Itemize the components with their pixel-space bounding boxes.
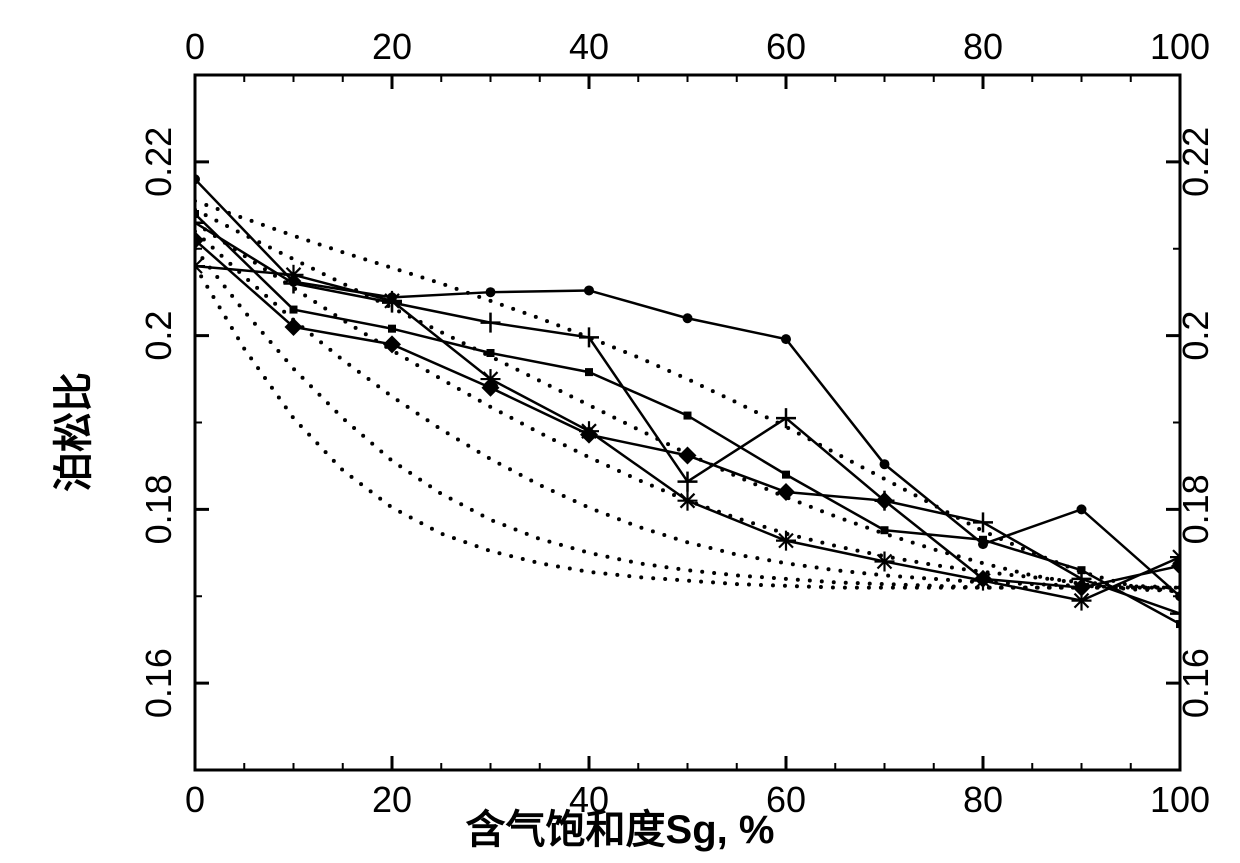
svg-text:60: 60 bbox=[766, 26, 806, 67]
svg-text:0.18: 0.18 bbox=[138, 474, 179, 544]
y-axis-label: 泊松比 bbox=[41, 372, 99, 492]
svg-text:20: 20 bbox=[372, 779, 412, 820]
svg-text:0.22: 0.22 bbox=[138, 127, 179, 197]
svg-text:80: 80 bbox=[963, 26, 1003, 67]
svg-text:0.2: 0.2 bbox=[1175, 311, 1216, 361]
x-axis-label: 含气饱和度Sg, % bbox=[466, 797, 775, 855]
svg-text:0.16: 0.16 bbox=[1175, 648, 1216, 718]
svg-text:40: 40 bbox=[569, 26, 609, 67]
chart-svg: 0020204040606080801001000.160.160.180.18… bbox=[0, 0, 1240, 863]
chart-container: 0020204040606080801001000.160.160.180.18… bbox=[0, 0, 1240, 863]
svg-text:80: 80 bbox=[963, 779, 1003, 820]
svg-text:100: 100 bbox=[1150, 26, 1210, 67]
svg-text:0: 0 bbox=[185, 26, 205, 67]
svg-text:100: 100 bbox=[1150, 779, 1210, 820]
svg-text:0.18: 0.18 bbox=[1175, 474, 1216, 544]
svg-text:0.16: 0.16 bbox=[138, 648, 179, 718]
svg-text:0: 0 bbox=[185, 779, 205, 820]
svg-text:20: 20 bbox=[372, 26, 412, 67]
svg-text:0.22: 0.22 bbox=[1175, 127, 1216, 197]
svg-text:0.2: 0.2 bbox=[138, 311, 179, 361]
